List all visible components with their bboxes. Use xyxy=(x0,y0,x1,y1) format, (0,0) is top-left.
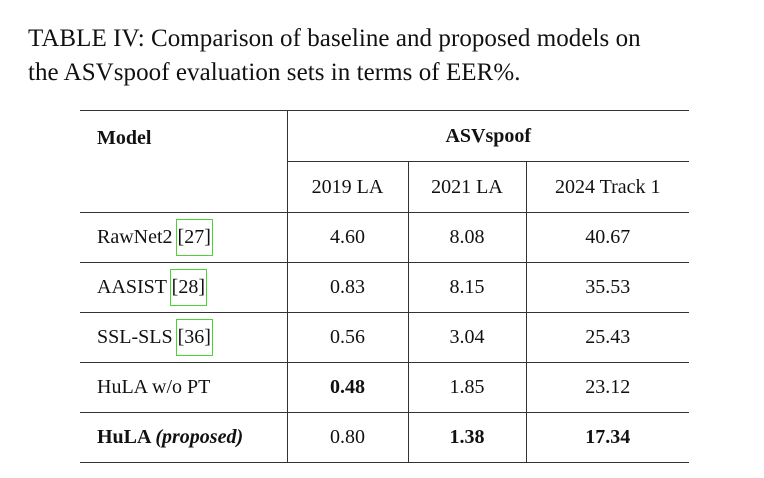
header-model: Model xyxy=(80,110,288,213)
table-row: HuLA w/o PT 0.48 1.85 23.12 xyxy=(80,362,690,413)
table-caption: TABLE IV: Comparison of baseline and pro… xyxy=(28,22,748,90)
table-row: SSL-SLS [36] 0.56 3.04 25.43 xyxy=(80,312,690,363)
model-label: SSL-SLS xyxy=(97,326,178,348)
value-2021-la: 1.85 xyxy=(408,362,527,413)
value-2024-track1: 23.12 xyxy=(526,362,690,413)
table-row: RawNet2 [27] 4.60 8.08 40.67 xyxy=(80,212,690,263)
citation-link[interactable]: [36] xyxy=(175,319,213,356)
value-2019-la: 0.83 xyxy=(287,262,409,313)
model-name: HuLA w/o PT xyxy=(80,362,288,413)
model-name: AASIST [28] xyxy=(80,262,288,313)
value-2021-la: 3.04 xyxy=(408,312,527,363)
table-row: AASIST [28] 0.83 8.15 35.53 xyxy=(80,262,690,313)
model-label: HuLA xyxy=(97,426,151,448)
header-2024-track1: 2024 Track 1 xyxy=(554,175,661,198)
model-name: HuLA (proposed) xyxy=(80,412,288,463)
header-2019-la: 2019 LA xyxy=(287,161,409,213)
citation-text: [36] xyxy=(177,326,211,348)
caption-line-2: the ASVspoof evaluation sets in terms of… xyxy=(28,59,521,86)
citation-text: [27] xyxy=(177,226,211,248)
model-label: AASIST xyxy=(97,276,172,298)
results-table: Model ASVspoof 2019 LA 2021 LA 2024 Trac… xyxy=(80,110,690,463)
value-2019-la: 0.80 xyxy=(287,412,409,463)
value-2019-la-best: 0.48 xyxy=(287,362,409,413)
model-suffix: (proposed) xyxy=(155,426,244,448)
subheader-row: 2019 LA 2021 LA 2024 Track 1 xyxy=(80,161,689,213)
value-2019-la: 0.56 xyxy=(287,312,409,363)
value-2021-la-best: 1.38 xyxy=(408,412,527,463)
value-2024-track1: 35.53 xyxy=(526,262,690,313)
value-2024-track1: 25.43 xyxy=(526,312,690,363)
model-label: RawNet2 xyxy=(97,226,178,248)
citation-link[interactable]: [28] xyxy=(169,269,207,306)
value-2024-track1: 40.67 xyxy=(526,212,690,263)
value-2019-la: 4.60 xyxy=(287,212,409,263)
model-name: SSL-SLS [36] xyxy=(80,312,288,363)
citation-link[interactable]: [27] xyxy=(175,219,213,256)
caption-line-1: TABLE IV: Comparison of baseline and pro… xyxy=(28,25,641,52)
table-row: HuLA (proposed) 0.80 1.38 17.34 xyxy=(80,412,690,463)
header-2021-la: 2021 LA xyxy=(408,161,527,213)
value-2021-la: 8.08 xyxy=(408,212,527,263)
citation-text: [28] xyxy=(171,276,205,298)
header-asvspoof: ASVspoof xyxy=(287,110,690,162)
value-2024-track1-best: 17.34 xyxy=(526,412,690,463)
model-name: RawNet2 [27] xyxy=(80,212,288,263)
value-2021-la: 8.15 xyxy=(408,262,527,313)
header-row: Model ASVspoof xyxy=(80,110,690,213)
